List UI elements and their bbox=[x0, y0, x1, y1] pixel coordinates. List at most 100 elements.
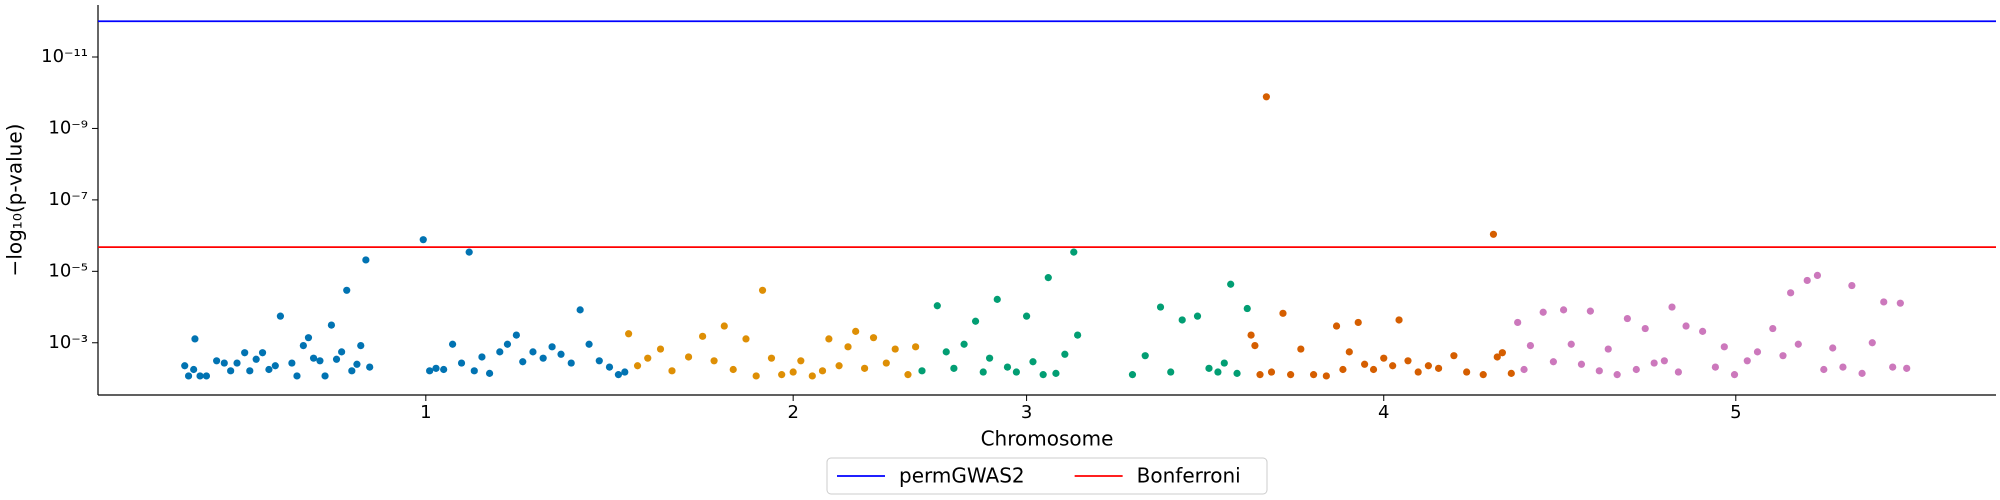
point bbox=[942, 348, 950, 356]
point bbox=[825, 335, 833, 343]
point bbox=[668, 367, 676, 375]
point bbox=[1549, 358, 1557, 366]
point bbox=[852, 327, 860, 335]
point bbox=[288, 359, 296, 367]
point bbox=[1586, 307, 1594, 315]
point bbox=[904, 371, 912, 379]
point bbox=[419, 236, 427, 244]
legend-label: Bonferroni bbox=[1137, 464, 1241, 488]
point bbox=[767, 354, 776, 362]
point bbox=[1227, 280, 1235, 288]
point bbox=[1233, 369, 1241, 377]
point bbox=[882, 359, 890, 367]
point bbox=[1369, 365, 1378, 374]
point bbox=[1507, 369, 1515, 377]
point bbox=[1641, 324, 1649, 333]
point bbox=[656, 345, 665, 353]
point bbox=[720, 322, 728, 330]
point bbox=[1361, 360, 1369, 368]
point bbox=[252, 355, 260, 363]
point bbox=[1743, 357, 1751, 365]
point bbox=[220, 359, 228, 367]
point bbox=[835, 362, 843, 370]
point bbox=[979, 368, 987, 376]
point bbox=[595, 357, 603, 365]
point bbox=[343, 286, 351, 294]
point bbox=[1070, 248, 1078, 256]
point bbox=[752, 372, 760, 380]
point bbox=[1243, 304, 1251, 313]
point bbox=[860, 364, 869, 372]
point bbox=[933, 302, 941, 310]
point bbox=[1868, 339, 1876, 347]
point bbox=[1903, 364, 1911, 372]
point bbox=[1022, 312, 1031, 320]
point bbox=[1052, 369, 1060, 377]
point bbox=[1339, 365, 1347, 374]
point bbox=[512, 331, 520, 339]
point bbox=[1794, 340, 1802, 348]
point bbox=[327, 321, 336, 329]
point bbox=[1287, 371, 1295, 379]
point bbox=[1514, 318, 1522, 327]
point bbox=[1753, 348, 1762, 356]
point bbox=[246, 367, 254, 375]
point bbox=[1493, 353, 1501, 361]
point bbox=[332, 355, 341, 363]
point bbox=[1003, 363, 1012, 371]
point bbox=[844, 343, 852, 351]
point bbox=[1463, 368, 1471, 376]
point bbox=[789, 368, 797, 376]
point bbox=[1247, 331, 1255, 339]
point bbox=[1567, 340, 1575, 348]
point bbox=[1595, 367, 1603, 375]
point bbox=[1354, 318, 1362, 327]
point bbox=[1380, 354, 1388, 362]
point bbox=[633, 362, 642, 370]
point bbox=[1668, 303, 1676, 311]
point bbox=[478, 353, 486, 361]
point bbox=[1699, 327, 1707, 335]
point bbox=[1711, 363, 1719, 371]
point bbox=[1880, 298, 1888, 306]
point bbox=[1389, 362, 1397, 370]
point bbox=[196, 372, 204, 380]
point bbox=[357, 341, 365, 350]
x-tick-label: 1 bbox=[420, 402, 431, 423]
point bbox=[202, 372, 211, 380]
point bbox=[1787, 289, 1795, 297]
point bbox=[348, 367, 356, 375]
point bbox=[818, 367, 827, 375]
point bbox=[1803, 276, 1811, 285]
point bbox=[1520, 365, 1528, 374]
point bbox=[271, 362, 279, 370]
point bbox=[1889, 363, 1897, 371]
point bbox=[986, 354, 994, 362]
y-tick-label: 10⁻¹¹ bbox=[41, 46, 88, 67]
point bbox=[366, 363, 374, 371]
point bbox=[1395, 316, 1403, 324]
point bbox=[316, 357, 324, 365]
point bbox=[1178, 316, 1186, 324]
point bbox=[1820, 365, 1828, 374]
point bbox=[265, 365, 273, 374]
point bbox=[1220, 359, 1228, 367]
x-axis-label: Chromosome bbox=[981, 427, 1114, 451]
point bbox=[1156, 303, 1165, 311]
point bbox=[625, 330, 633, 338]
point bbox=[918, 367, 926, 375]
point bbox=[971, 317, 980, 325]
x-tick-label: 4 bbox=[1378, 402, 1389, 423]
x-tick-label: 2 bbox=[787, 402, 798, 423]
point bbox=[440, 365, 448, 374]
point bbox=[190, 365, 198, 374]
point bbox=[710, 357, 718, 365]
point bbox=[1262, 93, 1270, 101]
point bbox=[891, 345, 899, 353]
point bbox=[1632, 365, 1640, 374]
point bbox=[1682, 322, 1690, 330]
point bbox=[1345, 348, 1353, 356]
point bbox=[1074, 331, 1082, 339]
